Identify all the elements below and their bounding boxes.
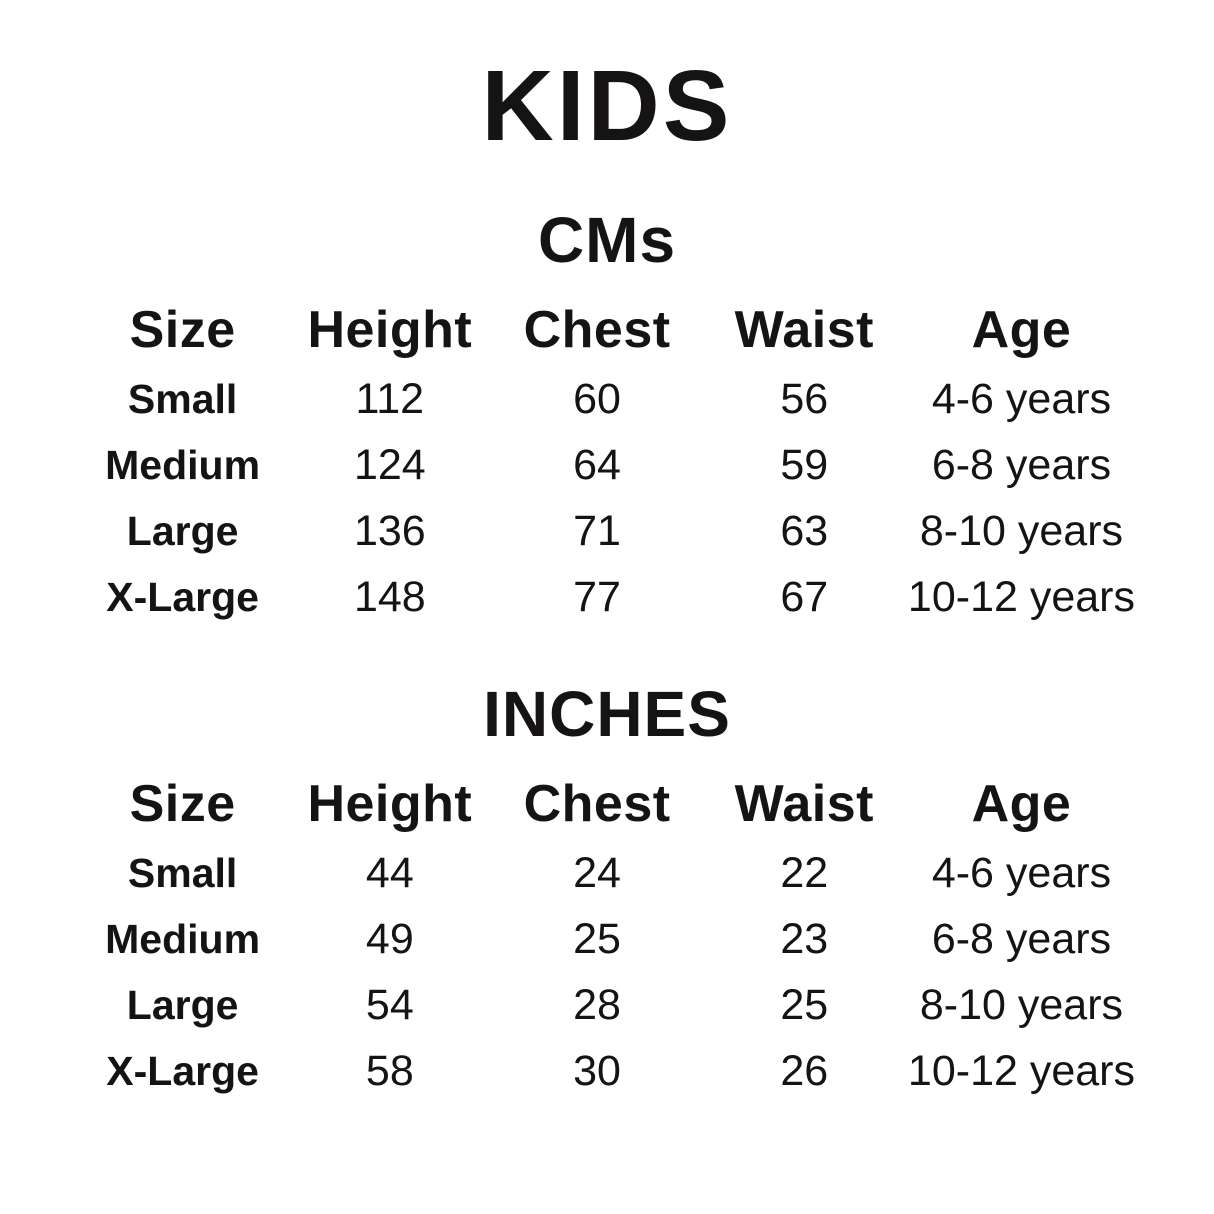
waist-cell: 56	[780, 374, 829, 423]
chest-cell: 24	[573, 848, 621, 897]
height-cell: 124	[353, 440, 426, 489]
column-header-height: Height	[307, 301, 473, 359]
age-cell: 4-6 years	[931, 374, 1112, 423]
age-cell: 6-8 years	[931, 440, 1112, 489]
size-cell: Large	[126, 507, 239, 554]
cm-section: CMs Size Height Chest Waist Age Small 11…	[0, 208, 1214, 630]
height-cell: 54	[365, 980, 414, 1029]
height-cell: 58	[365, 1046, 414, 1095]
chest-cell: 28	[573, 980, 621, 1029]
inches-table: Size Height Chest Waist Age Small 44 24 …	[79, 768, 1135, 1104]
height-cell: 136	[353, 506, 426, 555]
age-cell: 6-8 years	[931, 914, 1112, 963]
age-cell: 8-10 years	[919, 980, 1124, 1029]
waist-cell: 25	[780, 980, 829, 1029]
height-cell: 49	[365, 914, 414, 963]
column-header-size: Size	[129, 301, 236, 359]
chest-cell: 25	[573, 914, 621, 963]
height-cell: 112	[355, 374, 425, 423]
size-cell: Medium	[105, 441, 261, 488]
chest-cell: 71	[573, 506, 621, 555]
size-cell: Small	[127, 375, 238, 422]
column-header-waist: Waist	[734, 301, 874, 359]
column-header-chest: Chest	[523, 775, 671, 833]
waist-cell: 63	[780, 506, 829, 555]
page-title: KIDS	[481, 50, 733, 162]
column-header-chest: Chest	[523, 301, 671, 359]
inches-section: INCHES Size Height Chest Waist Age Small…	[0, 682, 1214, 1104]
chest-cell: 77	[573, 572, 621, 621]
waist-cell: 59	[780, 440, 829, 489]
height-cell: 148	[353, 572, 426, 621]
column-header-height: Height	[307, 775, 473, 833]
waist-cell: 23	[780, 914, 829, 963]
column-header-size: Size	[129, 775, 236, 833]
inches-section-heading: INCHES	[483, 678, 731, 750]
cm-table: Size Height Chest Waist Age Small 112 60…	[79, 294, 1135, 630]
size-cell: X-Large	[106, 573, 259, 620]
column-header-waist: Waist	[734, 775, 874, 833]
age-cell: 10-12 years	[907, 1046, 1135, 1095]
chest-cell: 30	[573, 1046, 621, 1095]
age-cell: 10-12 years	[907, 572, 1135, 621]
size-cell: Medium	[105, 915, 261, 962]
cm-section-heading: CMs	[537, 204, 677, 276]
size-cell: X-Large	[106, 1047, 259, 1094]
size-cell: Small	[127, 849, 238, 896]
waist-cell: 67	[780, 572, 829, 621]
size-cell: Large	[126, 981, 239, 1028]
waist-cell: 22	[780, 848, 829, 897]
column-header-age: Age	[971, 775, 1072, 833]
height-cell: 44	[365, 848, 414, 897]
age-cell: 8-10 years	[919, 506, 1124, 555]
chest-cell: 64	[573, 440, 621, 489]
waist-cell: 26	[780, 1046, 829, 1095]
chest-cell: 60	[573, 374, 621, 423]
age-cell: 4-6 years	[931, 848, 1112, 897]
column-header-age: Age	[971, 301, 1072, 359]
